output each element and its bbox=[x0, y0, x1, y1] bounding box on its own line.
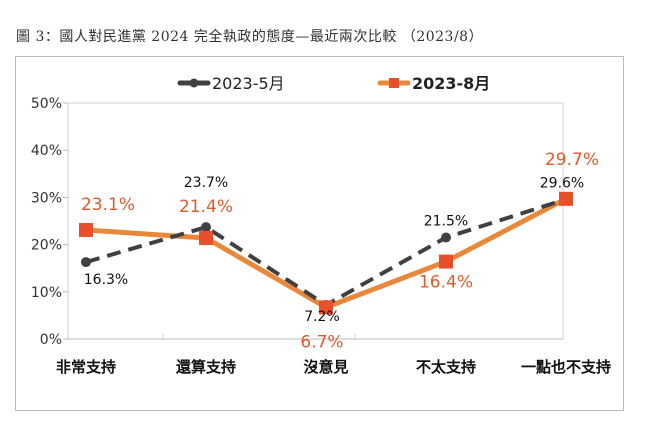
data-label-2023-5: 23.7% bbox=[184, 175, 228, 191]
data-label-2023-5: 16.3% bbox=[84, 272, 128, 288]
data-label-2023-8: 6.7% bbox=[300, 332, 343, 352]
legend-label: 2023-5月 bbox=[212, 74, 285, 93]
point-2023-5 bbox=[441, 232, 451, 243]
x-tick-label: 非常支持 bbox=[56, 358, 116, 376]
y-tick-label: 50% bbox=[31, 96, 62, 112]
data-label-2023-5: 7.2% bbox=[304, 309, 340, 325]
data-label-2023-5: 29.6% bbox=[540, 175, 584, 191]
point-2023-8 bbox=[559, 191, 573, 206]
x-tick-label: 不太支持 bbox=[416, 358, 476, 376]
legend-marker-square bbox=[389, 78, 399, 88]
point-2023-8 bbox=[439, 254, 453, 269]
point-2023-8 bbox=[79, 222, 93, 237]
series-line-2023-5 bbox=[85, 197, 567, 308]
series-line-2023-8 bbox=[85, 196, 568, 310]
figure-title: 圖 3：國人對民進黨 2024 完全執政的態度—最近兩次比較 （2023/8） bbox=[16, 29, 484, 45]
y-tick-label: 20% bbox=[31, 238, 62, 254]
y-tick-label: 10% bbox=[31, 285, 62, 301]
legend-marker-circle bbox=[189, 78, 199, 88]
point-2023-8 bbox=[319, 300, 333, 315]
y-tick-label: 40% bbox=[31, 143, 62, 159]
x-tick-label: 還算支持 bbox=[176, 358, 236, 376]
data-label-2023-8: 21.4% bbox=[179, 197, 233, 217]
legend-label: 2023-8月 bbox=[412, 74, 490, 93]
data-label-2023-8: 29.7% bbox=[545, 150, 599, 170]
point-2023-5 bbox=[81, 257, 91, 268]
x-tick-label: 一點也不支持 bbox=[521, 358, 611, 376]
data-label-2023-8: 16.4% bbox=[419, 273, 473, 293]
point-2023-8 bbox=[199, 230, 213, 245]
data-label-2023-5: 21.5% bbox=[424, 214, 468, 230]
y-tick-label: 0% bbox=[40, 332, 62, 348]
chart-frame bbox=[15, 56, 624, 411]
x-tick-label: 沒意見 bbox=[303, 358, 348, 376]
point-2023-5 bbox=[201, 222, 211, 233]
data-label-2023-8: 23.1% bbox=[81, 195, 135, 215]
y-tick-label: 30% bbox=[31, 190, 62, 206]
